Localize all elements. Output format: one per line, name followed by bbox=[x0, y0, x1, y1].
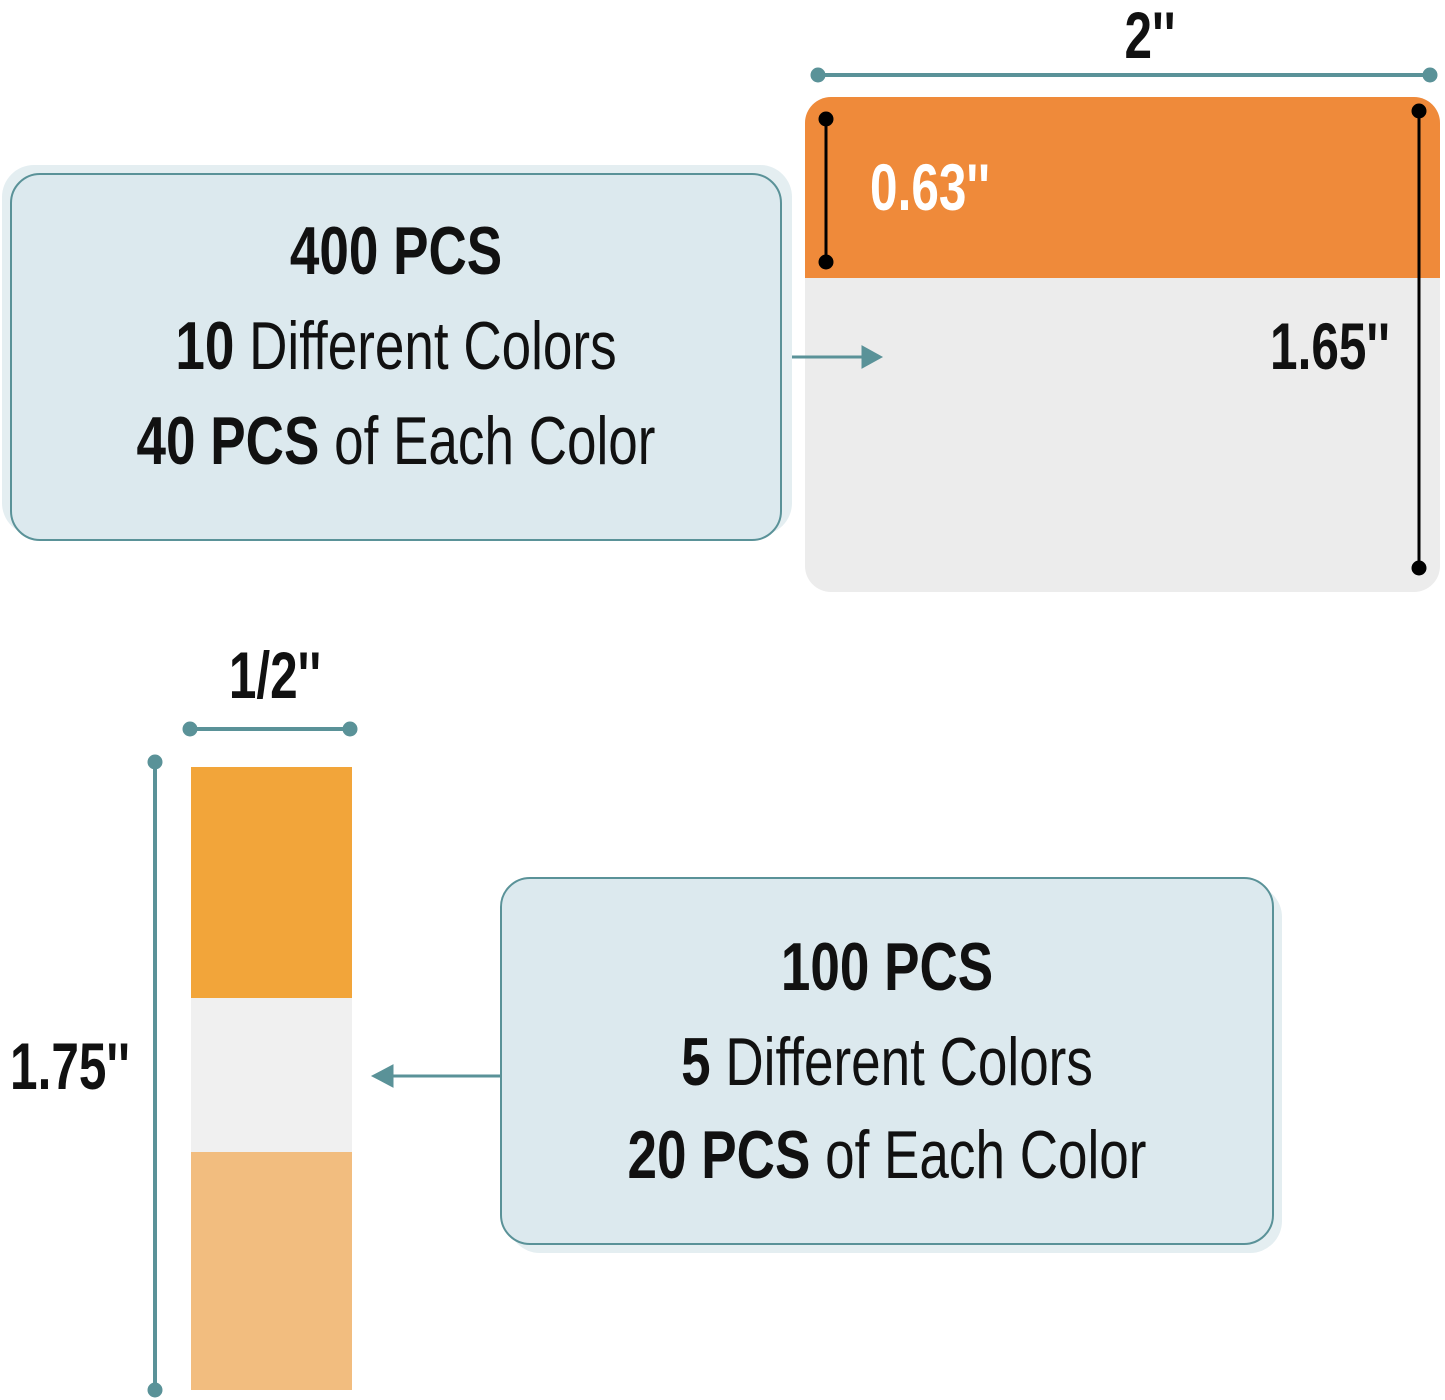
small-count: 100 PCS bbox=[780, 929, 994, 1005]
strip-bottom-light-orange bbox=[191, 1152, 352, 1390]
small-info-box: 100 PCS 5 Different Colors 20 PCS of Eac… bbox=[500, 877, 1274, 1245]
large-tab-color-band bbox=[805, 97, 1440, 278]
small-colors-count: 5 bbox=[681, 1024, 711, 1100]
large-height-label: 1.65'' bbox=[1270, 309, 1390, 383]
small-colors-text: Different Colors bbox=[710, 1024, 1093, 1100]
large-each-text: of Each Color bbox=[319, 403, 656, 479]
large-info-box: 400 PCS 10 Different Colors 40 PCS of Ea… bbox=[10, 173, 782, 541]
small-tab-strip bbox=[191, 767, 352, 1390]
small-height-dimension bbox=[147, 754, 163, 1398]
large-colors-count: 10 bbox=[175, 308, 235, 384]
small-height-label: 1.75'' bbox=[10, 1029, 130, 1103]
large-each-count: 40 PCS bbox=[136, 403, 320, 479]
large-colors-text: Different Colors bbox=[234, 308, 617, 384]
strip-top-orange bbox=[191, 767, 352, 998]
arrow-left-icon bbox=[370, 1064, 500, 1088]
large-height-dimension bbox=[1411, 103, 1427, 576]
small-each-line: 20 PCS of Each Color bbox=[587, 1121, 1188, 1189]
large-each-line: 40 PCS of Each Color bbox=[96, 407, 695, 475]
large-count: 400 PCS bbox=[289, 213, 503, 289]
large-width-label: 2'' bbox=[1124, 0, 1176, 72]
large-colors-line: 10 Different Colors bbox=[96, 312, 695, 380]
color-band-height-label: 0.63'' bbox=[870, 150, 990, 224]
small-colors-line: 5 Different Colors bbox=[587, 1028, 1188, 1096]
small-each-text: of Each Color bbox=[810, 1117, 1147, 1193]
strip-middle-white bbox=[191, 998, 352, 1152]
large-tab-card bbox=[805, 97, 1440, 592]
large-width-dimension bbox=[810, 67, 1438, 83]
small-width-dimension bbox=[182, 721, 358, 737]
arrow-right-icon bbox=[782, 345, 884, 369]
small-each-count: 20 PCS bbox=[627, 1117, 811, 1193]
small-width-label: 1/2'' bbox=[228, 638, 322, 712]
color-band-dimension bbox=[818, 111, 834, 270]
